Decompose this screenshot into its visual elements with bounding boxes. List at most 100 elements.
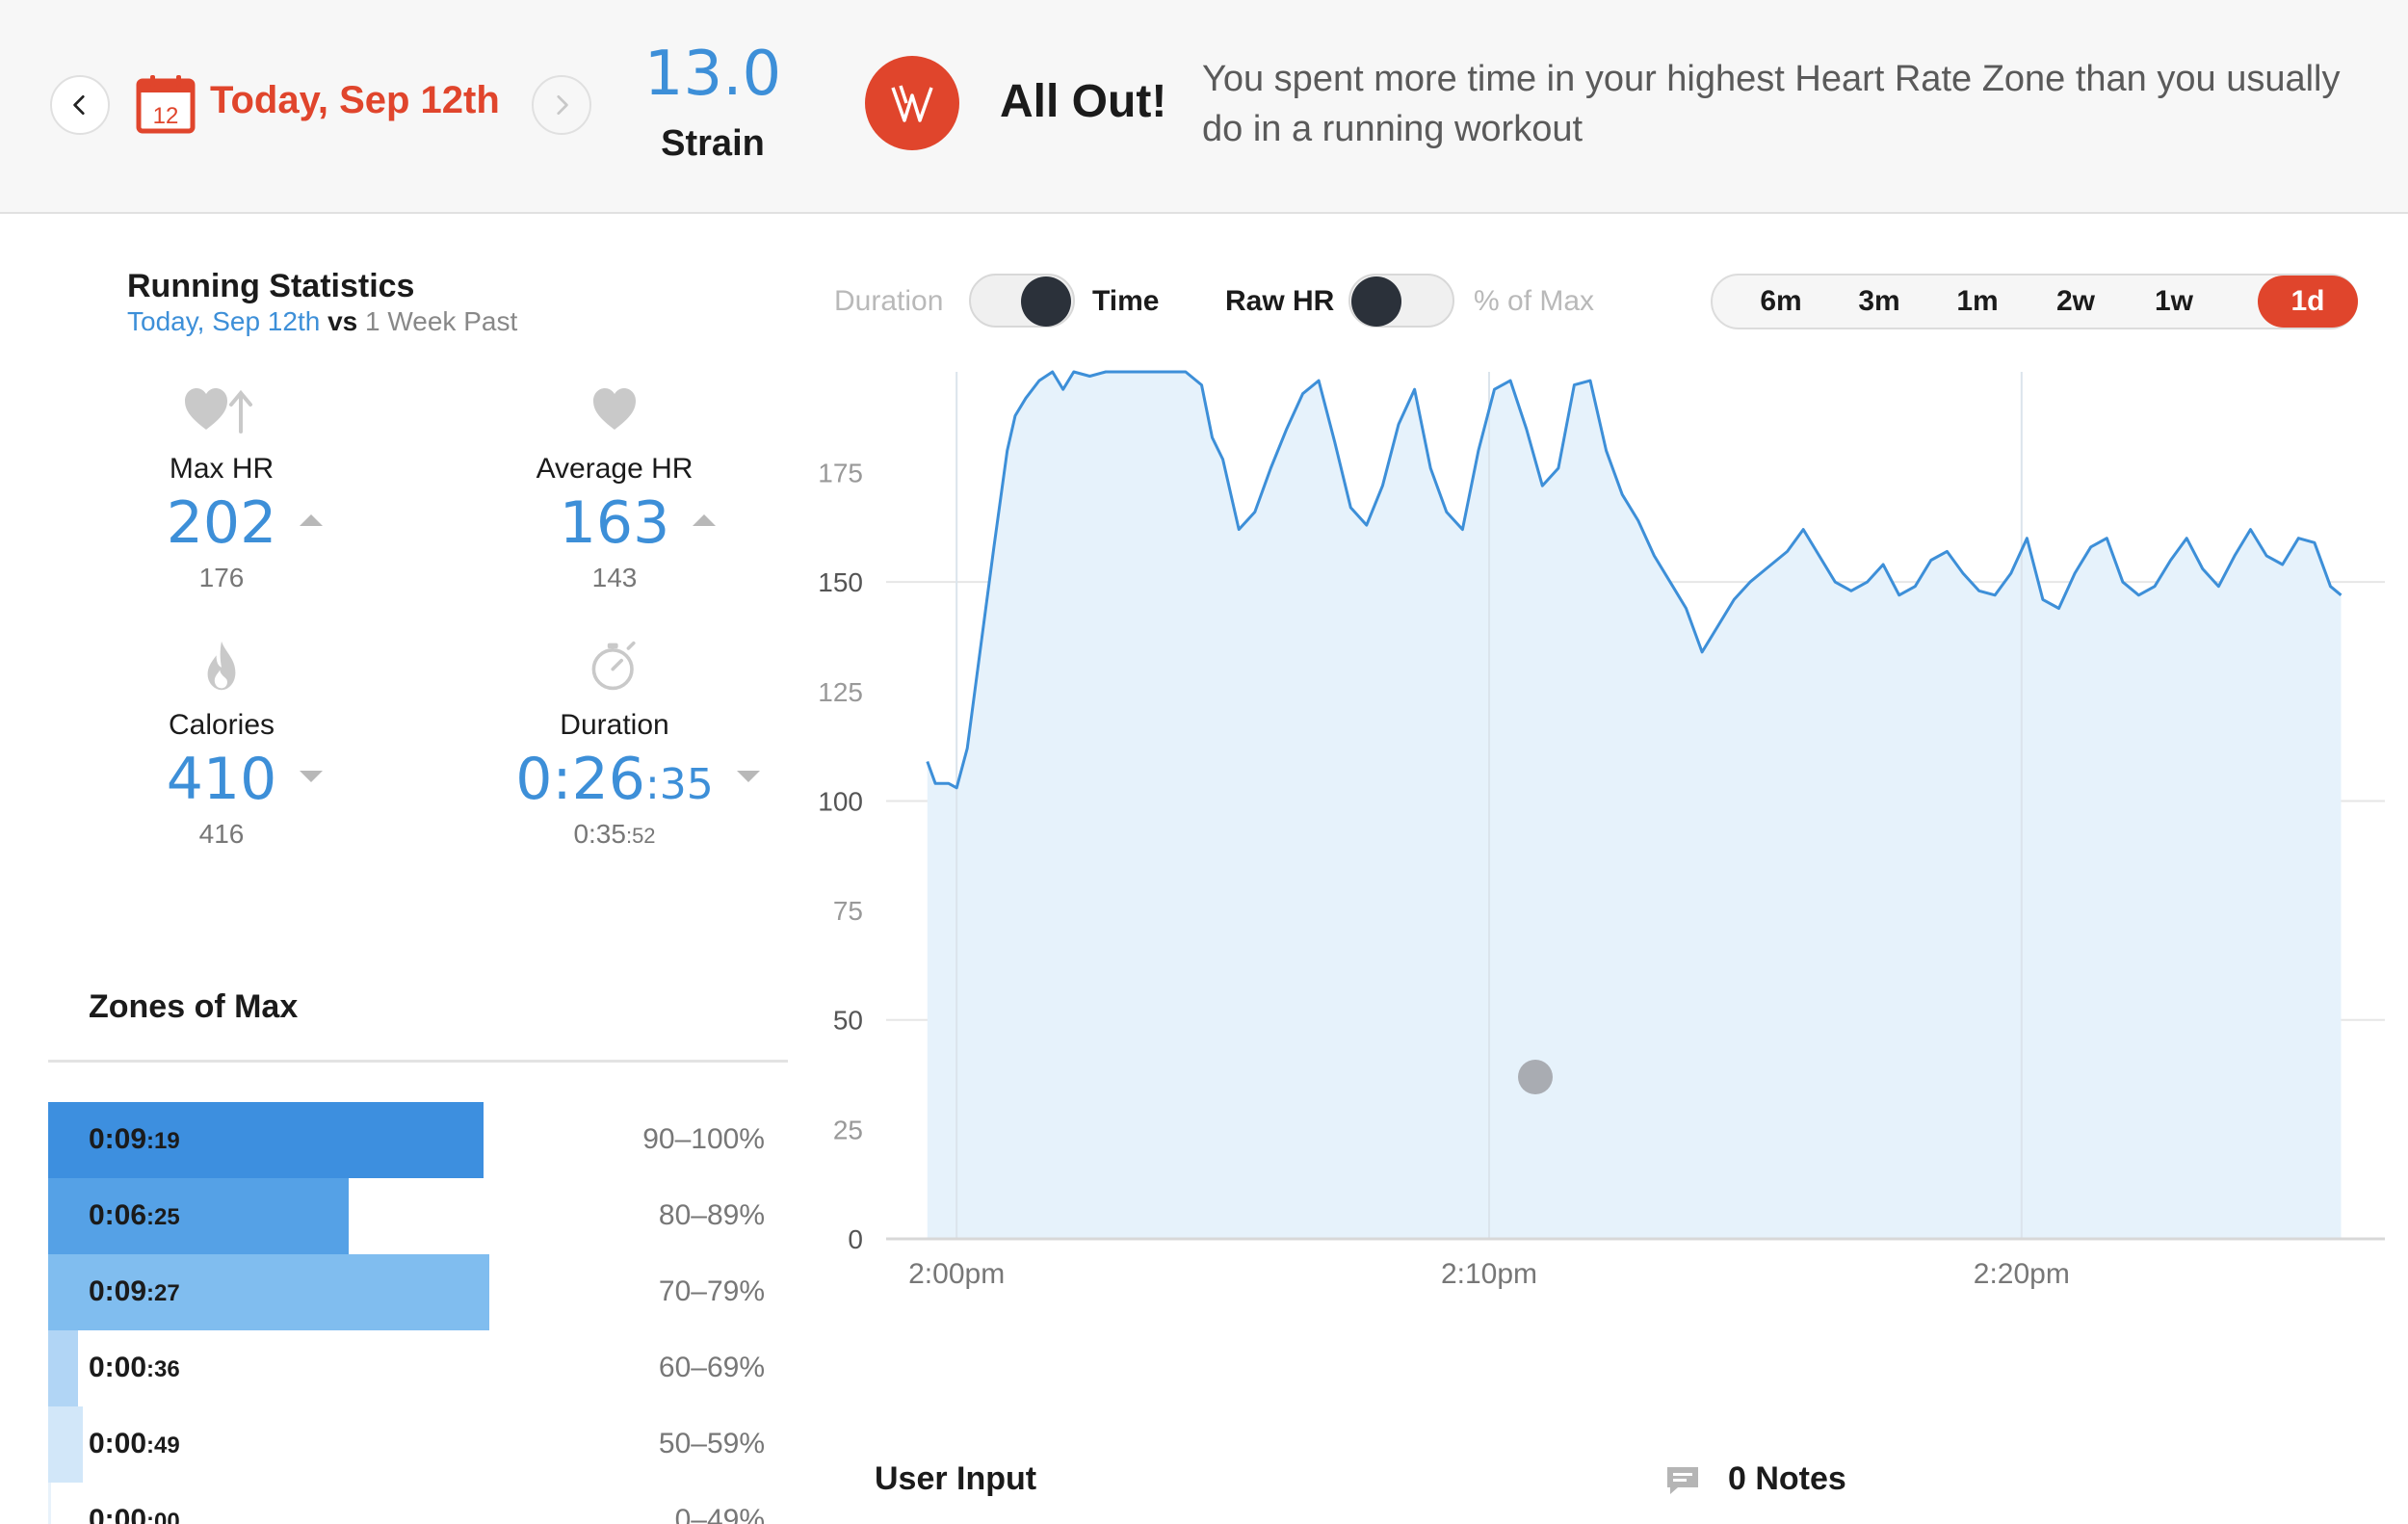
raw-hr-pct-toggle[interactable] (1348, 274, 1454, 328)
strain-label: Strain (661, 123, 765, 164)
max-hr-value: 202 (166, 489, 277, 557)
zone-range: 70–79% (658, 1275, 765, 1307)
average-hr-stat: Average HR 163 143 (470, 378, 759, 593)
duration-previous-main: 0:35 (573, 819, 626, 849)
scroll-indicator-dot[interactable] (1518, 1060, 1553, 1094)
time-toggle-label[interactable]: Time (1092, 285, 1160, 317)
zone-bar (48, 1483, 51, 1524)
y-tick-label: 50 (833, 1006, 863, 1036)
zone-time-seconds: :27 (146, 1280, 180, 1306)
zone-time-main: 0:09 (89, 1123, 147, 1155)
zone-time-main: 0:00 (89, 1428, 147, 1459)
average-hr-value: 163 (559, 489, 670, 557)
zone-time-main: 0:06 (89, 1199, 147, 1231)
heart-rate-line (926, 370, 2343, 790)
y-tick-label: 100 (818, 786, 863, 816)
chevron-right-icon (557, 94, 568, 116)
trend-down-icon (736, 771, 760, 782)
range-option-2w[interactable]: 2w (2055, 285, 2096, 317)
zone-range: 80–89% (658, 1199, 765, 1231)
pct-max-toggle-label[interactable]: % of Max (1474, 285, 1595, 317)
heart-icon (593, 388, 636, 430)
zones-divider (48, 1060, 788, 1063)
y-tick-label: 75 (833, 896, 863, 926)
zone-range: 90–100% (642, 1123, 765, 1155)
zone-bar (48, 1178, 349, 1254)
calories-value: 410 (166, 746, 277, 813)
next-day-button[interactable] (532, 75, 591, 135)
y-tick-label: 0 (848, 1224, 863, 1254)
date-title[interactable]: Today, Sep 12th (210, 79, 500, 121)
duration-previous-seconds: :52 (625, 824, 656, 848)
y-tick-label: 25 (833, 1115, 863, 1144)
range-option-1w[interactable]: 1w (2154, 285, 2194, 317)
calories-stat: Calories 410 416 (77, 634, 366, 850)
strain-value: 13.0 (643, 39, 782, 110)
calories-label: Calories (168, 709, 275, 741)
zone-time-seconds: :00 (146, 1509, 180, 1524)
flame-icon (207, 641, 236, 691)
zone-bar (48, 1406, 84, 1483)
calendar-day-number: 12 (153, 103, 179, 129)
zone-bar (48, 1254, 489, 1330)
heart-rate-chart[interactable]: 0 25 50 75 100 125 150 175 2:00pm 2:10pm 2:20pm (809, 366, 2408, 1291)
zones-title: Zones of Max (89, 988, 299, 1025)
duration-toggle-label[interactable]: Duration (834, 285, 944, 317)
range-option-6m[interactable]: 6m (1760, 285, 1802, 317)
zone-row[interactable]: 0:00:00 0–49% (48, 1483, 765, 1524)
heart-up-arrow-icon (185, 388, 252, 434)
x-tick-label: 2:00pm (908, 1258, 1005, 1290)
zone-row[interactable]: 0:00:49 50–59% (48, 1406, 765, 1483)
zone-bar (48, 1330, 79, 1406)
duration-time-toggle[interactable] (969, 274, 1075, 328)
notes-count[interactable]: 0 Notes (1728, 1460, 1846, 1497)
zone-range: 50–59% (658, 1428, 765, 1459)
y-tick-label: 150 (818, 567, 863, 597)
duration-value-main: 0:26 (515, 746, 645, 813)
range-option-1m[interactable]: 1m (1956, 285, 1999, 317)
zone-row[interactable]: 0:06:25 80–89% (48, 1178, 765, 1254)
average-hr-label: Average HR (536, 453, 694, 485)
duration-stat: Duration 0:26:35 0:35:52 (470, 634, 760, 850)
zone-range: 0–49% (674, 1504, 765, 1524)
zone-time-seconds: :36 (146, 1356, 180, 1382)
running-statistics-subtitle: Today, Sep 12th vs 1 Week Past (127, 306, 517, 337)
trend-down-icon (300, 771, 324, 782)
calendar-icon[interactable]: 12 (135, 73, 196, 135)
zone-row[interactable]: 0:09:19 90–100% (48, 1102, 765, 1178)
badge-description: You spent more time in your highest Hear… (1202, 59, 2341, 149)
duration-label: Duration (560, 709, 669, 741)
max-hr-previous: 176 (198, 563, 245, 592)
range-option-3m[interactable]: 3m (1858, 285, 1900, 317)
zone-time-seconds: :49 (146, 1432, 180, 1458)
whoop-logo-icon (891, 85, 933, 122)
toggle-knob (1351, 276, 1401, 327)
max-hr-stat: Max HR 202 176 (77, 378, 366, 593)
raw-hr-toggle-label[interactable]: Raw HR (1225, 285, 1335, 317)
subtitle-past-period[interactable]: 1 Week Past (365, 306, 518, 336)
stopwatch-icon (591, 641, 636, 691)
subtitle-vs: vs (327, 306, 358, 336)
zone-bar (48, 1102, 484, 1178)
x-tick-label: 2:10pm (1441, 1258, 1537, 1290)
zone-time-seconds: :25 (146, 1204, 180, 1230)
range-option-1d[interactable]: 1d (2258, 276, 2358, 328)
header-bar: 12 Today, Sep 12th 13.0 Strain All Out! … (0, 0, 2408, 214)
heart-rate-area (927, 372, 2342, 1239)
running-statistics-title: Running Statistics (127, 268, 415, 304)
duration-value-seconds: :35 (644, 760, 714, 809)
chevron-left-icon (73, 94, 85, 116)
y-tick-label: 125 (818, 677, 863, 707)
average-hr-previous: 143 (591, 563, 638, 592)
zone-row[interactable]: 0:09:27 70–79% (48, 1254, 765, 1330)
zone-time-seconds: :19 (146, 1128, 180, 1154)
previous-day-button[interactable] (50, 75, 110, 135)
calories-previous: 416 (198, 819, 245, 849)
zone-range: 60–69% (658, 1352, 765, 1383)
zone-row[interactable]: 0:00:36 60–69% (48, 1330, 765, 1406)
toggle-knob (1021, 276, 1071, 327)
time-range-selector: 6m 3m 1m 2w 1w 1d (1711, 274, 2358, 329)
user-input-title: User Input (875, 1460, 1037, 1497)
subtitle-current-period[interactable]: Today, Sep 12th (127, 306, 321, 336)
x-tick-label: 2:20pm (1974, 1258, 2070, 1290)
